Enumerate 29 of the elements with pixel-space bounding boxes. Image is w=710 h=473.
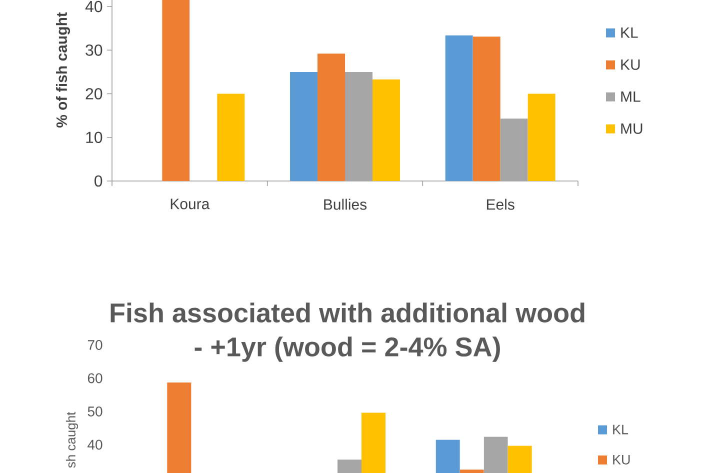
y-tick-label: 30	[86, 44, 102, 56]
legend-label: KL	[621, 27, 638, 38]
y-tick-label: 60	[88, 373, 102, 384]
legend-label: ML	[621, 91, 640, 102]
bar	[472, 36, 500, 181]
y-tick-label: 40	[88, 440, 102, 450]
y-axis-title: sh caught	[66, 412, 78, 468]
bar	[372, 79, 400, 181]
y-tick-label: 10	[86, 132, 102, 144]
bar	[162, 0, 190, 181]
bar	[318, 54, 346, 181]
bar	[528, 94, 556, 181]
legend-label: KU	[613, 455, 630, 464]
y-tick-label: 50	[88, 406, 102, 416]
x-tick-label: Koura	[170, 198, 210, 210]
y-tick-label: 70	[88, 340, 102, 350]
legend-label: KL	[613, 424, 628, 434]
x-tick-label: Eels	[486, 198, 514, 210]
bar	[290, 72, 318, 181]
y-axis-title: % of fish caught	[56, 12, 70, 128]
x-tick-label: Bullies	[324, 198, 367, 210]
legend-label: MU	[621, 123, 642, 134]
bar	[217, 94, 245, 181]
bar	[445, 35, 473, 181]
chart-title: Fish associated with additional wood - +1yr (wood = 2-4% SA)	[110, 302, 584, 362]
y-tick-label: 40	[85, 0, 102, 12]
legend-label: KU	[621, 59, 640, 70]
y-tick-label: 20	[86, 88, 102, 100]
y-tick-label: 0	[94, 175, 102, 187]
